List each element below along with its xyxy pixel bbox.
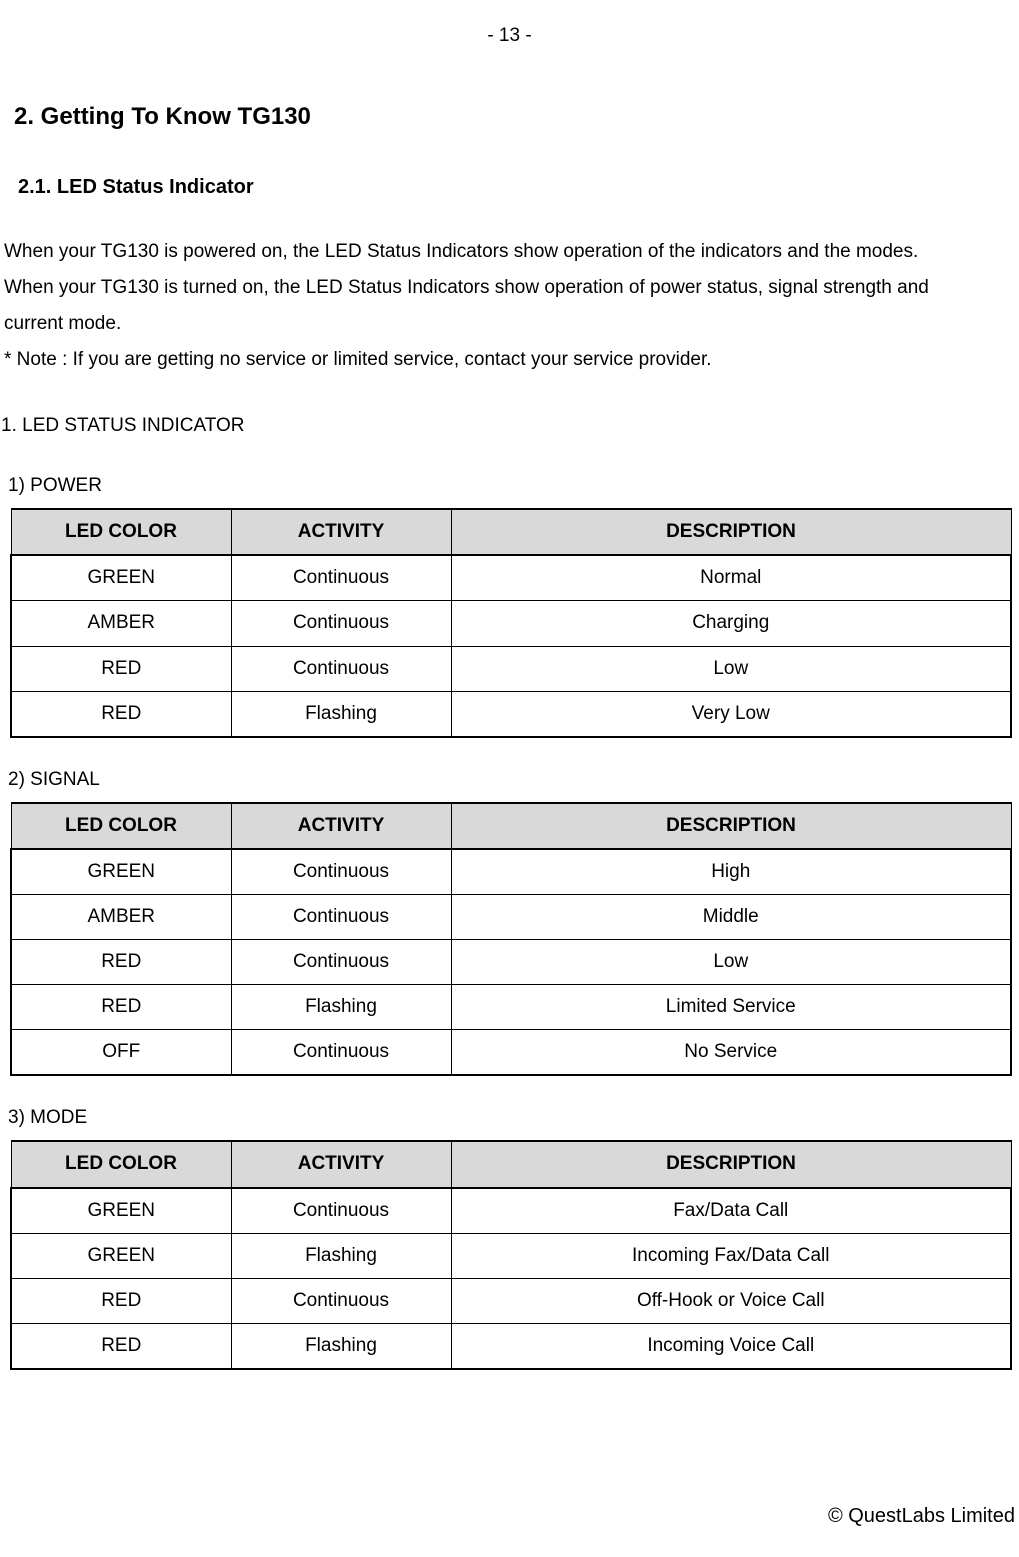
- table-cell: Flashing: [231, 691, 451, 737]
- table-cell: High: [451, 849, 1011, 895]
- table-cell: AMBER: [11, 601, 231, 646]
- table-cell: Fax/Data Call: [451, 1188, 1011, 1234]
- paragraph-3: current mode.: [4, 306, 1019, 342]
- table-cell: Flashing: [231, 1323, 451, 1369]
- table-cell: GREEN: [11, 849, 231, 895]
- table-row: GREENFlashingIncoming Fax/Data Call: [11, 1233, 1011, 1278]
- table-header: DESCRIPTION: [451, 1141, 1011, 1187]
- table-cell: GREEN: [11, 555, 231, 601]
- power-table: LED COLORACTIVITYDESCRIPTIONGREENContinu…: [10, 508, 1012, 737]
- table-row: AMBERContinuousMiddle: [11, 895, 1011, 940]
- table-header: DESCRIPTION: [451, 803, 1011, 849]
- table-row: REDFlashingVery Low: [11, 691, 1011, 737]
- table-row: GREENContinuousHigh: [11, 849, 1011, 895]
- table-cell: Incoming Voice Call: [451, 1323, 1011, 1369]
- table-header: ACTIVITY: [231, 803, 451, 849]
- table-header: ACTIVITY: [231, 509, 451, 555]
- mode-table: LED COLORACTIVITYDESCRIPTIONGREENContinu…: [10, 1140, 1012, 1369]
- table-cell: Continuous: [231, 555, 451, 601]
- led-status-heading: 1. LED STATUS INDICATOR: [1, 408, 1019, 444]
- table-label-power: 1) POWER: [8, 468, 1019, 504]
- table-row: GREENContinuousFax/Data Call: [11, 1188, 1011, 1234]
- table-row: REDContinuousLow: [11, 940, 1011, 985]
- table-cell: AMBER: [11, 895, 231, 940]
- table-cell: Very Low: [451, 691, 1011, 737]
- table-cell: Charging: [451, 601, 1011, 646]
- table-cell: Limited Service: [451, 985, 1011, 1030]
- table-cell: Low: [451, 646, 1011, 691]
- table-cell: Continuous: [231, 1278, 451, 1323]
- table-header: DESCRIPTION: [451, 509, 1011, 555]
- table-header: ACTIVITY: [231, 1141, 451, 1187]
- table-row: REDFlashingIncoming Voice Call: [11, 1323, 1011, 1369]
- table-label-signal: 2) SIGNAL: [8, 762, 1019, 798]
- note-text: * Note : If you are getting no service o…: [4, 342, 1019, 378]
- table-cell: GREEN: [11, 1188, 231, 1234]
- table-cell: Continuous: [231, 1188, 451, 1234]
- table-label-mode: 3) MODE: [8, 1100, 1019, 1136]
- table-cell: GREEN: [11, 1233, 231, 1278]
- table-row: OFFContinuousNo Service: [11, 1030, 1011, 1076]
- table-cell: RED: [11, 1278, 231, 1323]
- page-footer: © QuestLabs Limited: [828, 1497, 1015, 1535]
- signal-table: LED COLORACTIVITYDESCRIPTIONGREENContinu…: [10, 802, 1012, 1077]
- page-number: - 13 -: [0, 18, 1019, 54]
- table-cell: Continuous: [231, 601, 451, 646]
- table-cell: No Service: [451, 1030, 1011, 1076]
- table-cell: RED: [11, 985, 231, 1030]
- table-row: GREENContinuousNormal: [11, 555, 1011, 601]
- table-row: REDContinuousLow: [11, 646, 1011, 691]
- paragraph-1: When your TG130 is powered on, the LED S…: [4, 234, 1019, 270]
- table-header: LED COLOR: [11, 509, 231, 555]
- table-row: AMBERContinuousCharging: [11, 601, 1011, 646]
- table-cell: OFF: [11, 1030, 231, 1076]
- table-cell: RED: [11, 646, 231, 691]
- table-cell: RED: [11, 940, 231, 985]
- paragraph-2: When your TG130 is turned on, the LED St…: [4, 270, 1019, 306]
- subsection-title: 2.1. LED Status Indicator: [18, 168, 1019, 206]
- table-cell: Flashing: [231, 1233, 451, 1278]
- table-cell: RED: [11, 691, 231, 737]
- table-cell: RED: [11, 1323, 231, 1369]
- table-header: LED COLOR: [11, 1141, 231, 1187]
- document-page: - 13 - 2. Getting To Know TG130 2.1. LED…: [0, 0, 1019, 1557]
- section-title: 2. Getting To Know TG130: [14, 94, 1019, 140]
- table-cell: Continuous: [231, 646, 451, 691]
- table-cell: Continuous: [231, 895, 451, 940]
- table-cell: Continuous: [231, 849, 451, 895]
- table-cell: Off-Hook or Voice Call: [451, 1278, 1011, 1323]
- table-header: LED COLOR: [11, 803, 231, 849]
- table-cell: Continuous: [231, 1030, 451, 1076]
- table-cell: Normal: [451, 555, 1011, 601]
- table-row: REDContinuousOff-Hook or Voice Call: [11, 1278, 1011, 1323]
- table-cell: Low: [451, 940, 1011, 985]
- table-cell: Flashing: [231, 985, 451, 1030]
- table-row: REDFlashingLimited Service: [11, 985, 1011, 1030]
- table-cell: Incoming Fax/Data Call: [451, 1233, 1011, 1278]
- table-cell: Middle: [451, 895, 1011, 940]
- table-cell: Continuous: [231, 940, 451, 985]
